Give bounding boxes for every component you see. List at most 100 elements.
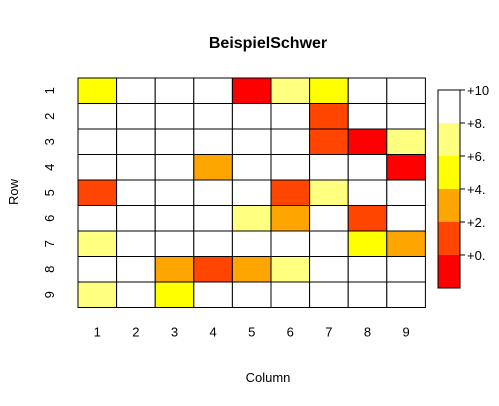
- legend-swatch: [438, 90, 460, 123]
- heatmap-cell-r5-c1: [77, 179, 118, 206]
- heatmap-cell-r8-c6: [270, 256, 311, 283]
- heatmap-cell-r7-c5: [231, 230, 272, 257]
- heatmap-cell-r8-c9: [386, 256, 426, 283]
- heatmap-cell-r2-c4: [193, 103, 233, 130]
- legend-swatch: [438, 156, 460, 189]
- heatmap-cell-r1-c3: [154, 77, 195, 104]
- heatmap-cell-r8-c7: [309, 256, 349, 283]
- legend-label: +4.: [467, 182, 485, 197]
- heatmap-cell-r7-c3: [154, 230, 195, 257]
- legend-label: +10: [467, 83, 489, 98]
- x-tick-label: 2: [132, 325, 139, 340]
- heatmap-cell-r2-c5: [231, 103, 272, 130]
- heatmap-cell-r1-c6: [270, 77, 311, 104]
- heatmap-cell-r6-c2: [116, 205, 156, 232]
- legend-label: +6.: [467, 149, 485, 164]
- y-tick-label: 6: [42, 215, 57, 222]
- heatmap-cell-r8-c1: [77, 256, 118, 283]
- heatmap-cell-r9-c7: [309, 281, 349, 308]
- heatmap-cell-r2-c1: [77, 103, 118, 130]
- heatmap-cell-r7-c7: [309, 230, 349, 257]
- heatmap-cell-r6-c8: [347, 205, 388, 232]
- color-legend: +10 +8. +6. +4. +2. +0.: [437, 83, 489, 289]
- heatmap-cell-r9-c1: [77, 281, 118, 308]
- heatmap-cell-r7-c1: [77, 230, 118, 257]
- heatmap-cell-r5-c6: [270, 179, 311, 206]
- heatmap-cell-r3-c4: [193, 128, 233, 155]
- heatmap-cell-r4-c8: [347, 154, 388, 181]
- y-tick-label: 5: [42, 189, 57, 196]
- y-tick-label: 7: [42, 240, 57, 247]
- y-tick-label: 8: [42, 266, 57, 273]
- heatmap-cell-r5-c8: [347, 179, 388, 206]
- heatmap-cell-r9-c5: [231, 281, 272, 308]
- heatmap-cell-r1-c7: [309, 77, 349, 104]
- y-tick-labels: 1 2 3 4 5 6 7 8 9: [42, 87, 57, 298]
- y-tick-label: 9: [42, 291, 57, 298]
- heatmap-cell-r9-c8: [347, 281, 388, 308]
- x-tick-label: 8: [364, 325, 371, 340]
- heatmap-cell-r2-c8: [347, 103, 388, 130]
- heatmap-cell-r6-c6: [270, 205, 311, 232]
- heatmap-cell-r3-c9: [386, 128, 426, 155]
- x-tick-label: 9: [402, 325, 409, 340]
- heatmap-cell-r7-c2: [116, 230, 156, 257]
- x-tick-label: 5: [248, 325, 255, 340]
- heatmap-cell-r2-c9: [386, 103, 426, 130]
- heatmap-cell-r4-c2: [116, 154, 156, 181]
- x-tick-labels: 1 2 3 4 5 6 7 8 9: [94, 325, 410, 340]
- heatmap-cell-r8-c4: [193, 256, 233, 283]
- legend-label: +0.: [467, 248, 485, 263]
- heatmap-cell-r9-c9: [386, 281, 426, 308]
- heatmap-cell-r5-c7: [309, 179, 349, 206]
- legend-swatch: [438, 189, 460, 222]
- legend-swatch: [438, 255, 460, 288]
- heatmap-cell-r7-c8: [347, 230, 388, 257]
- heatmap-cell-r5-c9: [386, 179, 426, 206]
- heatmap-cell-r4-c7: [309, 154, 349, 181]
- heatmap-cell-r3-c5: [231, 128, 272, 155]
- heatmap-cell-r6-c5: [231, 205, 272, 232]
- heatmap-cell-r7-c4: [193, 230, 233, 257]
- heatmap-cell-r5-c2: [116, 179, 156, 206]
- heatmap-cell-r3-c7: [309, 128, 349, 155]
- y-axis-label: Row: [6, 178, 21, 205]
- heatmap-cell-r6-c3: [154, 205, 195, 232]
- heatmap-cell-r6-c7: [309, 205, 349, 232]
- x-tick-label: 3: [171, 325, 178, 340]
- heatmap-cell-r3-c3: [154, 128, 195, 155]
- legend-swatch: [438, 123, 460, 156]
- heatmap-cell-r8-c5: [231, 256, 272, 283]
- heatmap-cell-r9-c3: [154, 281, 195, 308]
- heatmap-cell-r9-c6: [270, 281, 311, 308]
- heatmap-cell-r9-c2: [116, 281, 156, 308]
- heatmap-cell-r4-c9: [386, 154, 426, 181]
- heatmap-cell-r1-c2: [116, 77, 156, 104]
- x-tick-label: 1: [94, 325, 101, 340]
- heatmap-cell-r3-c2: [116, 128, 156, 155]
- heatmap-cell-r8-c3: [154, 256, 195, 283]
- heatmap-cell-r4-c3: [154, 154, 195, 181]
- heatmap-cell-r5-c5: [231, 179, 272, 206]
- heatmap-cell-r1-c4: [193, 77, 233, 104]
- legend-swatch: [438, 222, 460, 255]
- legend-label: +8.: [467, 116, 485, 131]
- heatmap-cell-r8-c2: [116, 256, 156, 283]
- heatmap-cell-r4-c6: [270, 154, 311, 181]
- x-tick-label: 6: [287, 325, 294, 340]
- legend-label: +2.: [467, 215, 485, 230]
- heatmap-cell-r3-c1: [77, 128, 118, 155]
- heatmap-cell-r6-c9: [386, 205, 426, 232]
- heatmap-cell-r1-c9: [386, 77, 426, 104]
- heatmap-cell-r8-c8: [347, 256, 388, 283]
- y-tick-label: 4: [42, 164, 57, 171]
- heatmap-cell-r1-c8: [347, 77, 388, 104]
- heatmap-cell-r7-c6: [270, 230, 311, 257]
- heatmap-cell-r2-c2: [116, 103, 156, 130]
- heatmap-cell-r2-c7: [309, 103, 349, 130]
- heatmap-cell-r1-c1: [77, 77, 118, 104]
- y-tick-label: 3: [42, 138, 57, 145]
- heatmap-cell-r4-c1: [77, 154, 118, 181]
- heatmap-cell-r7-c9: [386, 230, 426, 257]
